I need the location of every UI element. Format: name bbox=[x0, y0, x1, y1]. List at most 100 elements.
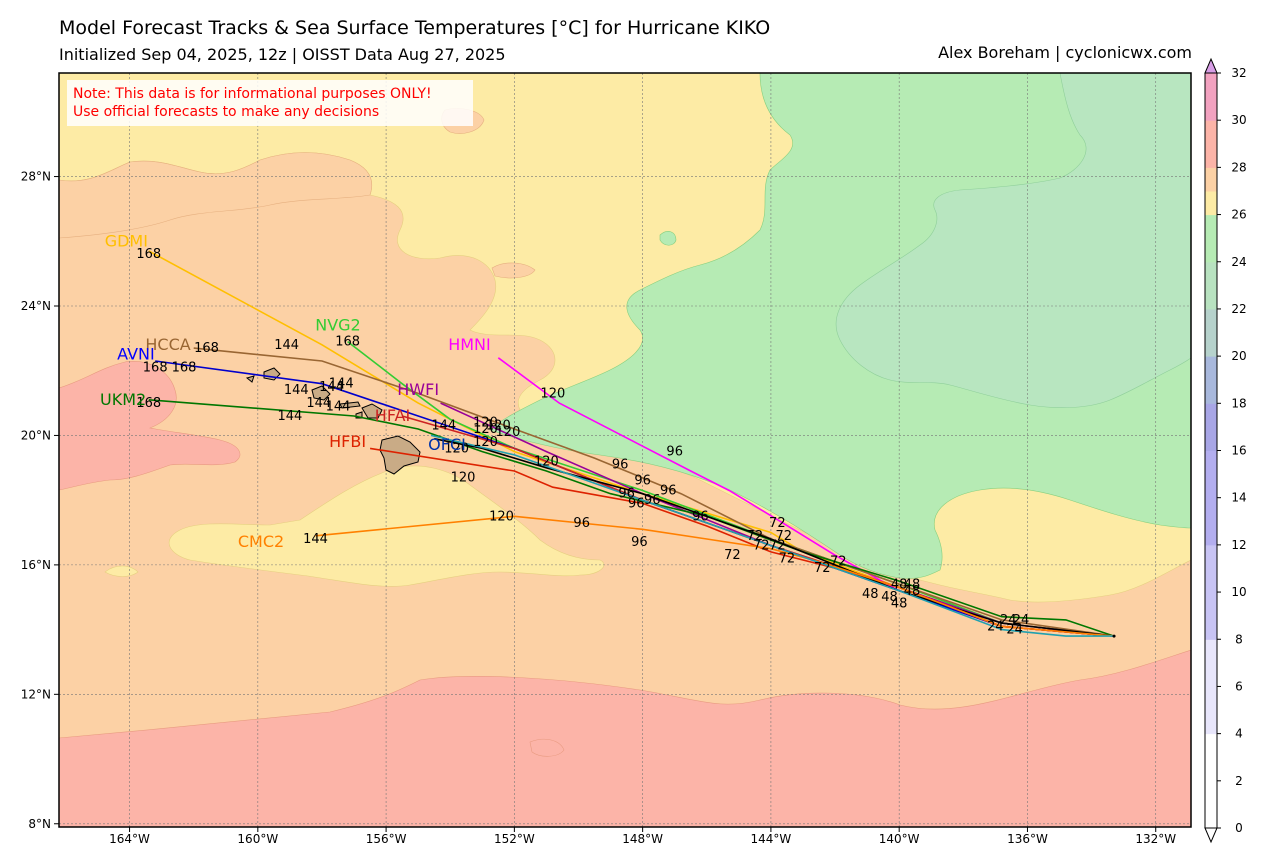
track-hour-label: 144 bbox=[319, 380, 344, 395]
colorbar-segment bbox=[1205, 662, 1217, 687]
lon-tick-label: 164°W bbox=[109, 832, 150, 846]
colorbar-segment bbox=[1205, 686, 1217, 711]
forecast-tracks bbox=[148, 250, 1116, 638]
track-hcca bbox=[193, 347, 1115, 637]
lat-tick-label: 24°N bbox=[21, 299, 51, 313]
track-hour-label: 48 bbox=[904, 577, 921, 592]
lat-tick-label: 8°N bbox=[28, 817, 51, 831]
track-name-avni: AVNI bbox=[117, 345, 155, 364]
track-hour-label: 96 bbox=[631, 535, 648, 550]
track-hour-label: 24 bbox=[1013, 613, 1030, 628]
colorbar-segment bbox=[1205, 379, 1217, 404]
colorbar-segment bbox=[1205, 710, 1217, 735]
page-subtitle: Initialized Sep 04, 2025, 12z | OISST Da… bbox=[59, 45, 506, 64]
colorbar-segment bbox=[1205, 615, 1217, 640]
track-hour-label: 144 bbox=[329, 377, 354, 392]
colorbar-segment bbox=[1205, 96, 1217, 121]
track-hour-label: 144 bbox=[277, 409, 302, 424]
colorbar-segment bbox=[1205, 497, 1217, 522]
track-teal bbox=[430, 434, 1114, 637]
track-name-cmc2: CMC2 bbox=[238, 532, 284, 551]
colorbar-tick-label: 0 bbox=[1235, 821, 1243, 835]
colorbar-tick-label: 14 bbox=[1231, 491, 1246, 505]
island-niihau bbox=[245, 375, 255, 383]
track-name-hcca: HCCA bbox=[145, 335, 190, 354]
colorbar-segment bbox=[1205, 474, 1217, 499]
track-hour-label: 120 bbox=[451, 471, 476, 486]
colorbar-min-arrow bbox=[1204, 827, 1218, 844]
colorbar-tick-label: 32 bbox=[1231, 66, 1246, 80]
colorbar-segment bbox=[1205, 780, 1217, 805]
colorbar-tick-label: 2 bbox=[1235, 774, 1243, 788]
sst-zone-28-29-south bbox=[59, 649, 1191, 827]
track-hour-label: 144 bbox=[431, 419, 456, 434]
colorbar-segment bbox=[1205, 143, 1217, 168]
track-hour-label: 48 bbox=[891, 577, 908, 592]
track-hour-label: 120 bbox=[473, 415, 498, 430]
track-hour-label: 72 bbox=[769, 538, 786, 553]
lon-tick-label: 152°W bbox=[494, 832, 535, 846]
track-hour-label: 24 bbox=[1000, 613, 1017, 628]
colorbar-tick-label: 18 bbox=[1231, 396, 1246, 410]
colorbar-segment bbox=[1205, 332, 1217, 357]
track-hour-label: 144 bbox=[303, 532, 328, 547]
lon-tick-label: 132°W bbox=[1135, 832, 1176, 846]
track-hour-label: 72 bbox=[830, 555, 847, 570]
track-hour-label: 72 bbox=[779, 551, 796, 566]
colorbar-segment bbox=[1205, 308, 1217, 333]
track-hour-label: 96 bbox=[634, 474, 651, 489]
track-hour-label: 144 bbox=[274, 338, 299, 353]
track-hour-label: 48 bbox=[881, 590, 898, 605]
track-hour-label: 120 bbox=[496, 425, 521, 440]
colorbar-segment bbox=[1205, 356, 1217, 381]
track-hour-label: 144 bbox=[326, 399, 351, 414]
track-hour-label: 120 bbox=[486, 419, 511, 434]
track-hour-label: 120 bbox=[473, 435, 498, 450]
colorbar-segment bbox=[1205, 592, 1217, 617]
notice-line-2: Use official forecasts to make any decis… bbox=[73, 104, 379, 120]
colorbar-segment bbox=[1205, 450, 1217, 475]
track-hour-label: 72 bbox=[747, 529, 764, 544]
grid-lines bbox=[59, 73, 1191, 827]
island-molokai bbox=[339, 401, 361, 409]
track-hour-label: 72 bbox=[724, 548, 741, 563]
track-hour-label: 120 bbox=[473, 422, 498, 437]
track-hour-label: 48 bbox=[891, 597, 908, 612]
colorbar-tick-label: 22 bbox=[1231, 302, 1246, 316]
track-hour-label: 96 bbox=[618, 487, 635, 502]
track-hour-label: 48 bbox=[862, 587, 879, 602]
page-title: Model Forecast Tracks & Sea Surface Temp… bbox=[59, 17, 771, 39]
lon-tick-label: 160°W bbox=[237, 832, 278, 846]
sst-zone-28-29-west bbox=[59, 361, 241, 491]
hawaiian-islands bbox=[245, 367, 421, 475]
map-frame bbox=[58, 72, 1192, 828]
colorbar-tick-label: 6 bbox=[1235, 679, 1243, 693]
colorbar-segment bbox=[1205, 73, 1217, 98]
track-name-ofci: OFCI bbox=[428, 435, 466, 454]
colorbar-segment bbox=[1205, 191, 1217, 216]
track-ukm2 bbox=[148, 399, 1115, 637]
track-ofci bbox=[434, 437, 1115, 637]
colorbar-segment bbox=[1205, 426, 1217, 451]
sst-patch-warm-nw bbox=[59, 152, 373, 239]
track-hour-label: 24 bbox=[987, 619, 1004, 634]
track-hour-label: 168 bbox=[143, 360, 168, 375]
storm-origin bbox=[1112, 634, 1116, 638]
track-name-gdmi: GDMI bbox=[105, 231, 148, 250]
island-big-island bbox=[379, 435, 421, 475]
colorbar-segment bbox=[1205, 757, 1217, 782]
track-hour-label: 96 bbox=[612, 458, 629, 473]
colorbar-segment bbox=[1205, 733, 1217, 758]
track-name-hwfi: HWFI bbox=[397, 380, 439, 399]
track-hour-label: 72 bbox=[814, 561, 831, 576]
colorbar-segment bbox=[1205, 804, 1217, 829]
lat-tick-label: 28°N bbox=[21, 170, 51, 184]
colorbar-tick-label: 16 bbox=[1231, 444, 1246, 458]
lon-tick-label: 148°W bbox=[622, 832, 663, 846]
colorbar-max-arrow bbox=[1204, 57, 1218, 74]
sst-blob-4 bbox=[529, 738, 565, 757]
lat-tick-label: 20°N bbox=[21, 428, 51, 442]
notice-box: Note: This data is for informational pur… bbox=[67, 80, 473, 126]
